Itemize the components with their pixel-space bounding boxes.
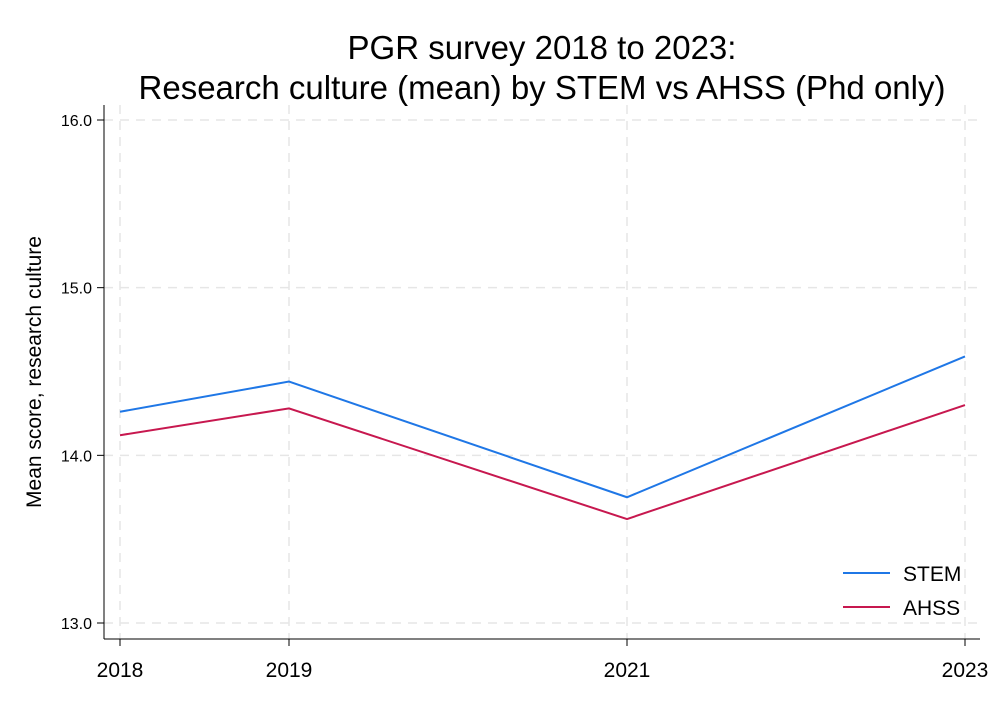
y-axis-label: Mean score, research culture [23,236,46,508]
x-axis-ticks: 2018 2019 2021 2023 [97,639,989,682]
y-axis-ticks: 13.0 14.0 15.0 16.0 [61,113,104,633]
chart-title: PGR survey 2018 to 2023: Research cultur… [0,28,1000,108]
grid-lines [104,105,980,639]
x-tick-label: 2021 [604,659,651,682]
chart-title-line-2: Research culture (mean) by STEM vs AHSS … [138,69,946,106]
legend-label-ahss: AHSS [903,597,960,620]
legend-label-stem: STEM [903,563,961,586]
y-tick-label: 16.0 [61,113,92,130]
series-line-stem [119,355,966,499]
x-tick-label: 2019 [266,659,313,682]
axes [103,105,980,640]
chart-title-line-1: PGR survey 2018 to 2023: [347,29,737,66]
x-tick-label: 2023 [942,659,989,682]
x-tick-label: 2018 [97,659,144,682]
legend: STEM AHSS [843,563,961,620]
y-tick-label: 14.0 [61,448,92,465]
y-tick-label: 13.0 [61,616,92,633]
series-line-ahss [119,404,966,521]
y-tick-label: 15.0 [61,281,92,298]
data-series [119,355,966,521]
